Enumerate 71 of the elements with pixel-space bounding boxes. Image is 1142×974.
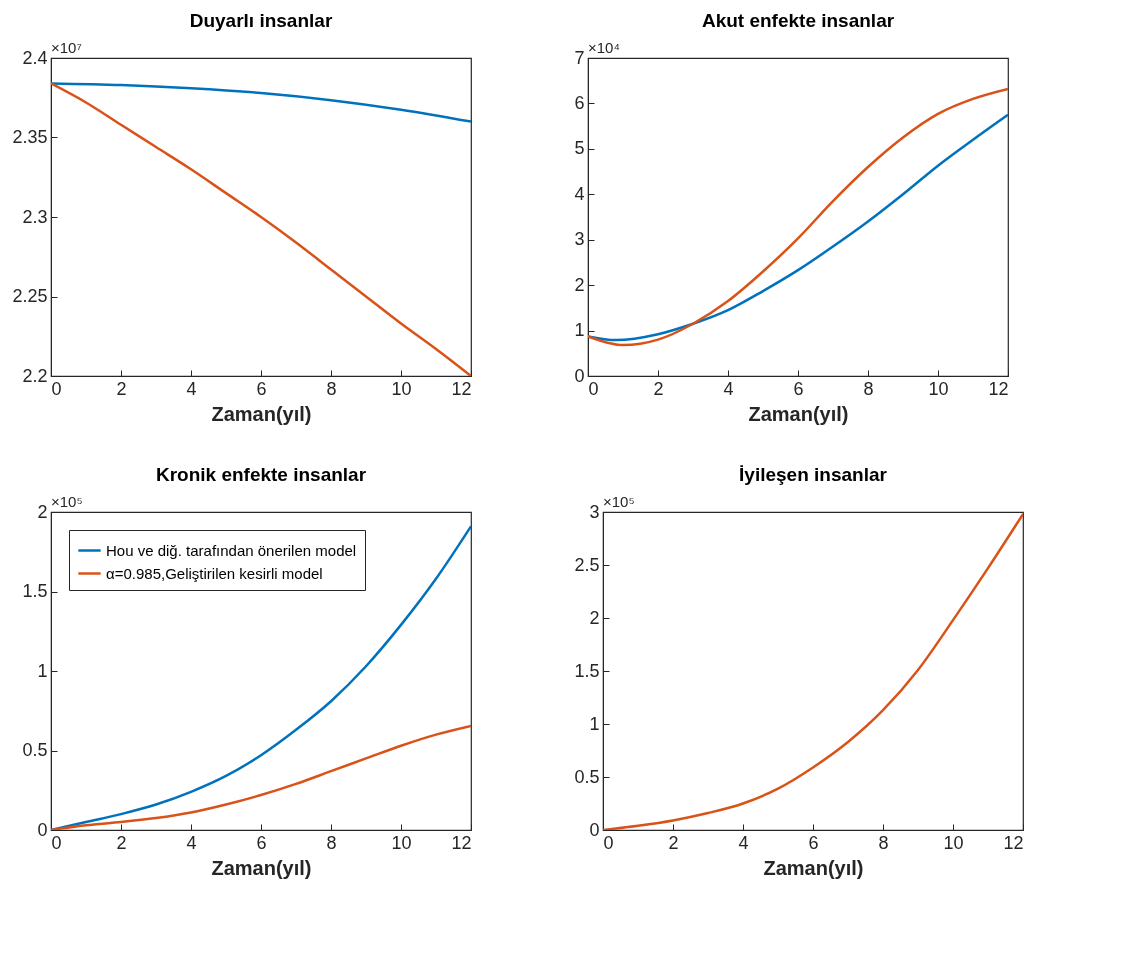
x-tick-label: 8 xyxy=(326,832,337,853)
line-series xyxy=(51,724,471,830)
y-tick-label: 0.5 xyxy=(22,740,48,760)
x-tick-label: 6 xyxy=(793,378,804,399)
line-series xyxy=(603,512,1023,830)
y-tick-label: 6 xyxy=(574,92,585,113)
x-tick-label: 10 xyxy=(391,378,412,399)
y-tick-label: 1 xyxy=(589,713,600,734)
x-tick-label: 0 xyxy=(603,832,614,853)
y-tick-label: 5 xyxy=(574,138,585,159)
x-tick-label: 12 xyxy=(451,832,472,853)
y-tick-label: 2 xyxy=(37,501,48,522)
x-tick-label: 0 xyxy=(51,832,62,853)
y-tick-label: 0 xyxy=(589,819,600,840)
y-tick-label: 2.2 xyxy=(22,365,48,386)
x-tick-label: 10 xyxy=(928,378,949,399)
chart-title: Kronik enfekte insanlar xyxy=(155,464,367,485)
y-tick-label: 2.35 xyxy=(12,127,48,147)
y-tick-label: 3 xyxy=(574,229,585,250)
x-tick-label: 2 xyxy=(668,832,679,853)
legend-label: Hou ve diğ. tarafından önerilen model xyxy=(106,541,357,559)
y-tick-label: 2 xyxy=(589,607,600,628)
x-tick-label: 2 xyxy=(653,378,664,399)
x-tick-label: 10 xyxy=(943,832,964,853)
x-tick-label: 12 xyxy=(1003,832,1024,853)
y-tick-label: 2 xyxy=(574,274,585,295)
line-series xyxy=(51,82,471,376)
x-tick-label: 2 xyxy=(116,832,127,853)
y-tick-label: 2.3 xyxy=(22,206,48,227)
text: ×10⁵ xyxy=(51,493,83,510)
x-tick-label: 4 xyxy=(186,832,197,853)
y-tick-label: 0 xyxy=(37,819,48,840)
chart-title: Duyarlı insanlar xyxy=(189,10,333,31)
x-axis-title: Zaman(yıl) xyxy=(763,856,864,879)
x-tick-label: 8 xyxy=(878,832,889,853)
y-tick-label: 1.5 xyxy=(574,660,600,681)
x-tick-label: 2 xyxy=(116,378,127,399)
x-tick-label: 10 xyxy=(391,832,412,853)
y-tick-label: 1 xyxy=(37,660,48,681)
x-tick-label: 0 xyxy=(51,378,62,399)
chart-title: İyileşen insanlar xyxy=(739,464,888,485)
x-tick-label: 6 xyxy=(256,378,267,399)
x-tick-label: 6 xyxy=(256,832,267,853)
x-axis-title: Zaman(yıl) xyxy=(211,402,312,425)
x-tick-label: 8 xyxy=(863,378,874,399)
y-tick-label: 2.4 xyxy=(22,47,48,68)
y-tick-label: 2.25 xyxy=(12,286,48,306)
y-tick-label: 0 xyxy=(574,365,585,386)
x-tick-label: 8 xyxy=(326,378,337,399)
x-tick-label: 4 xyxy=(723,378,734,399)
x-tick-label: 4 xyxy=(186,378,197,399)
x-tick-label: 6 xyxy=(808,832,819,853)
line-series xyxy=(51,82,471,123)
x-tick-label: 12 xyxy=(451,378,472,399)
y-tick-label: 1.5 xyxy=(22,581,48,601)
y-tick-label: 3 xyxy=(589,501,600,522)
text: ×10⁵ xyxy=(603,493,635,510)
y-tick-label: 2.5 xyxy=(574,554,600,575)
y-tick-label: 7 xyxy=(574,47,585,68)
x-axis-title: Zaman(yıl) xyxy=(748,402,849,425)
x-tick-label: 12 xyxy=(988,378,1009,399)
y-tick-label: 0.5 xyxy=(574,766,600,787)
text: ×10⁴ xyxy=(588,39,620,56)
legend-label: α=0.985,Geliştirilen kesirli model xyxy=(106,564,323,582)
text: ×10⁷ xyxy=(51,39,82,56)
y-tick-label: 1 xyxy=(574,320,585,341)
x-axis-title: Zaman(yıl) xyxy=(211,856,312,879)
chart-title: Akut enfekte insanlar xyxy=(701,10,895,31)
y-tick-label: 4 xyxy=(574,183,585,204)
line-series xyxy=(51,525,471,830)
x-tick-label: 4 xyxy=(738,832,749,853)
